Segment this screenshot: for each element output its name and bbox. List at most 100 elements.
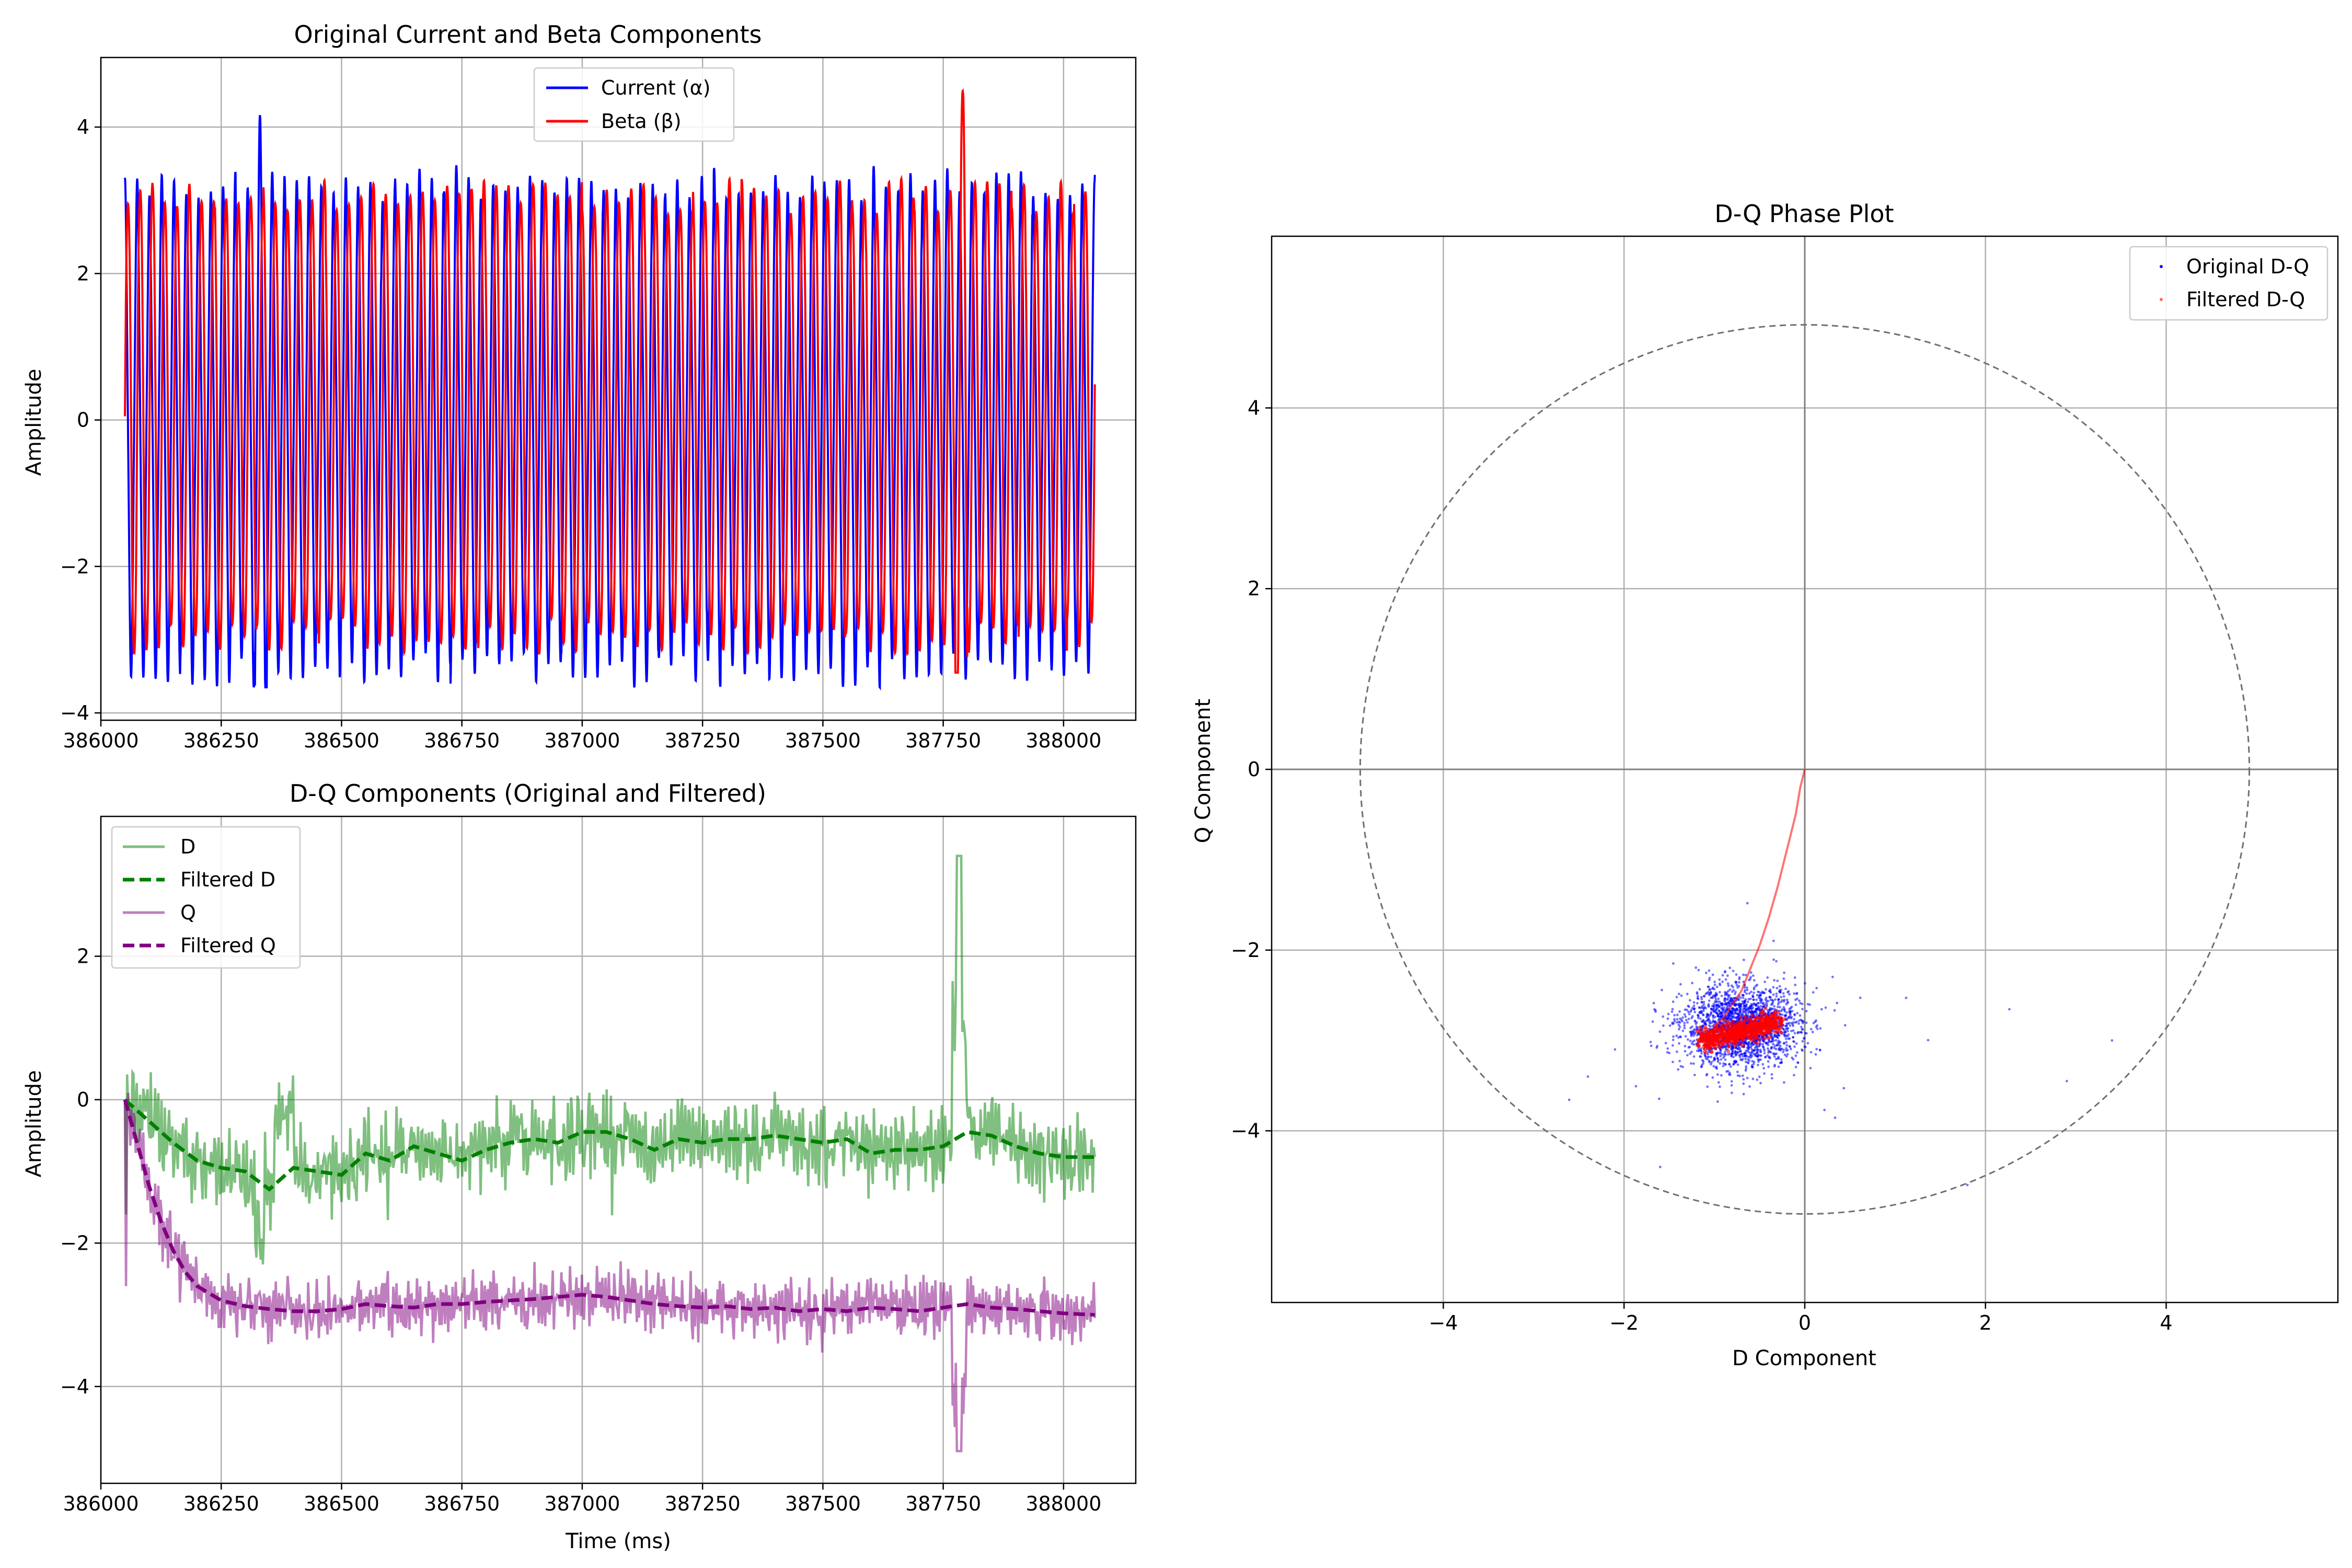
original-dq-point xyxy=(1723,997,1726,1000)
original-dq-point xyxy=(1691,1040,1694,1043)
original-dq-point xyxy=(1716,1057,1719,1060)
original-dq-point xyxy=(1700,996,1703,999)
original-dq-point xyxy=(1711,1021,1714,1024)
ytick-label: −4 xyxy=(60,701,89,724)
original-dq-point xyxy=(1779,1006,1781,1009)
original-dq-point xyxy=(1796,997,1799,1000)
original-dq-point xyxy=(1742,973,1745,976)
original-dq-point xyxy=(1753,998,1755,1001)
original-dq-point xyxy=(1767,1060,1770,1063)
original-dq-point xyxy=(1756,994,1759,997)
original-dq-point xyxy=(1769,988,1772,991)
original-dq-point xyxy=(1738,977,1741,981)
original-dq-point xyxy=(1762,1067,1766,1070)
original-dq-point xyxy=(1796,1012,1799,1014)
original-dq-point xyxy=(1696,1034,1699,1036)
original-dq-point xyxy=(1816,1028,1819,1030)
original-dq-point xyxy=(1786,1053,1789,1056)
original-dq-point xyxy=(1759,1081,1762,1085)
original-dq-point xyxy=(1763,981,1767,983)
original-dq-point xyxy=(1707,1019,1710,1022)
original-dq-point xyxy=(1702,1013,1705,1017)
filtered-dq-point xyxy=(1738,1029,1743,1033)
original-dq-point xyxy=(1724,1043,1727,1046)
xtick-label: 386250 xyxy=(183,729,259,752)
filtered-dq-point xyxy=(1702,1045,1706,1049)
original-dq-point xyxy=(1734,1009,1737,1012)
original-dq-point xyxy=(1708,1055,1711,1058)
original-dq-point xyxy=(1721,974,1724,977)
filtered-dq-point xyxy=(1755,1041,1759,1045)
original-dq-point xyxy=(1790,1006,1793,1008)
original-dq-point xyxy=(1731,1050,1734,1053)
original-dq-point xyxy=(1783,1009,1786,1011)
original-dq-point xyxy=(1672,962,1675,965)
filtered-dq-point xyxy=(1779,1031,1783,1034)
original-dq-point xyxy=(1732,1056,1735,1058)
original-dq-point xyxy=(1711,973,1714,976)
original-dq-point xyxy=(1790,1030,1793,1032)
original-dq-point xyxy=(1769,1007,1772,1010)
original-dq-point xyxy=(1721,1008,1724,1011)
original-dq-point xyxy=(1700,1052,1703,1055)
filtered-dq-point xyxy=(1766,1036,1769,1040)
original-dq-point xyxy=(1699,1006,1702,1009)
original-dq-point xyxy=(1763,1052,1766,1055)
original-dq-point xyxy=(1766,1054,1769,1057)
original-dq-point xyxy=(1708,1024,1711,1027)
original-dq-point xyxy=(1783,1053,1786,1056)
original-dq-point xyxy=(1703,995,1706,998)
original-dq-point xyxy=(1677,1020,1680,1023)
original-dq-point xyxy=(1739,996,1742,999)
filtered-dq-point xyxy=(1780,1019,1784,1023)
current-beta-axes-frame xyxy=(100,56,1137,721)
original-dq-point xyxy=(1789,1024,1792,1027)
original-dq-point xyxy=(1771,1001,1774,1004)
original-dq-point xyxy=(1721,1011,1724,1014)
original-dq-point xyxy=(1804,982,1806,985)
original-dq-point xyxy=(1762,1047,1766,1051)
xtick-label: 387250 xyxy=(665,1492,741,1515)
original-dq-point xyxy=(1800,1031,1803,1034)
original-dq-point xyxy=(1731,990,1734,993)
original-dq-point xyxy=(1768,1040,1770,1043)
original-dq-point xyxy=(1770,1077,1773,1080)
original-dq-point xyxy=(1804,1045,1807,1048)
original-dq-point xyxy=(1775,987,1779,989)
original-dq-point xyxy=(1767,1047,1769,1050)
original-dq-point xyxy=(1750,990,1753,994)
filtered-dq-point xyxy=(1761,1025,1766,1029)
original-dq-point xyxy=(1683,1024,1686,1027)
original-dq-point xyxy=(1708,994,1711,997)
original-dq-point xyxy=(1765,988,1767,991)
xtick-label: 387750 xyxy=(905,1492,981,1515)
original-dq-point xyxy=(1751,1066,1754,1069)
original-dq-point xyxy=(1783,1014,1786,1017)
original-dq-point xyxy=(1966,1183,1969,1186)
original-dq-point xyxy=(1728,1074,1732,1076)
original-dq-point xyxy=(1746,988,1749,991)
original-dq-point xyxy=(1772,1043,1774,1045)
original-dq-point xyxy=(1758,994,1761,997)
filtered-dq-point xyxy=(1729,1040,1733,1044)
original-dq-point xyxy=(1651,1020,1654,1023)
original-dq-point xyxy=(1806,1002,1809,1006)
original-dq-point xyxy=(1700,1065,1703,1068)
original-dq-point xyxy=(1721,1053,1724,1056)
original-dq-point xyxy=(1748,992,1751,995)
original-dq-point xyxy=(1737,998,1740,1001)
original-dq-point xyxy=(1692,1005,1696,1007)
original-dq-point xyxy=(1692,1001,1696,1004)
dq-phase-axes-frame xyxy=(1271,235,2339,1304)
filtered-dq-point xyxy=(1716,1042,1720,1046)
original-dq-point xyxy=(1739,1050,1742,1053)
original-dq-point xyxy=(1783,1081,1785,1084)
original-dq-point xyxy=(1736,1012,1739,1015)
original-dq-point xyxy=(1668,1052,1671,1055)
original-dq-point xyxy=(1790,1047,1792,1051)
original-dq-point xyxy=(1785,1018,1789,1021)
filtered-dq-point xyxy=(1771,1013,1775,1018)
original-dq-point xyxy=(1744,974,1747,976)
original-dq-point xyxy=(1772,986,1775,989)
original-dq-point xyxy=(1684,1035,1687,1038)
